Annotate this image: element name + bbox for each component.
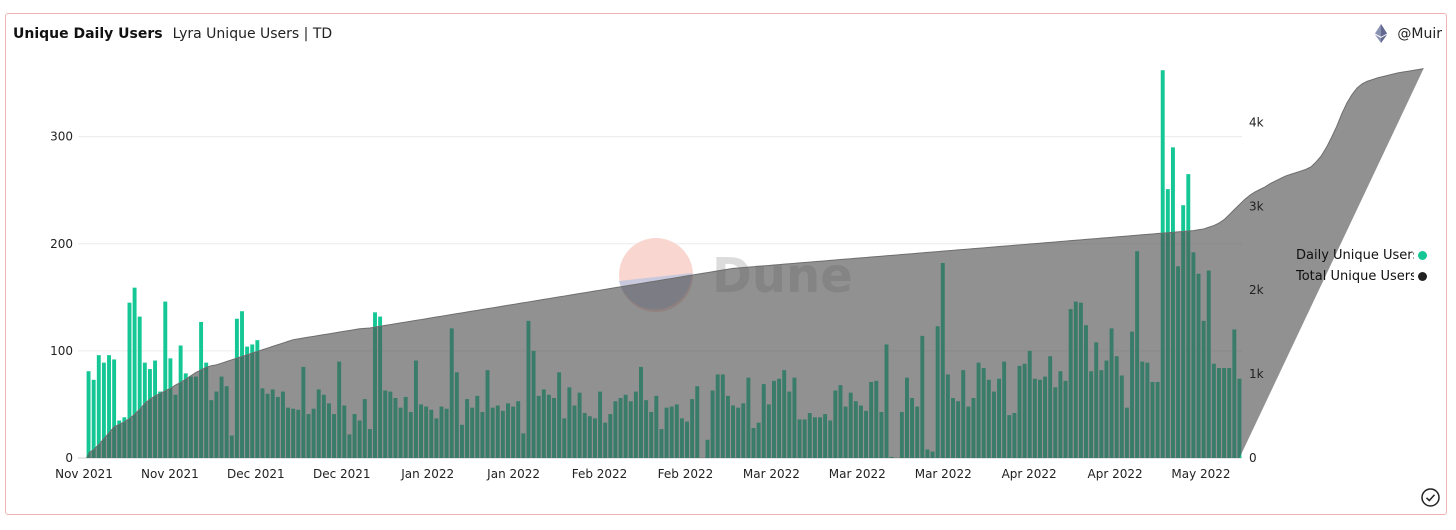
chart-card — [5, 13, 1447, 515]
x-tick-label: Mar 2022 — [743, 467, 800, 481]
daily-bar[interactable] — [132, 287, 137, 458]
legend-dot-total — [1418, 272, 1427, 281]
x-tick-label: May 2022 — [1171, 467, 1230, 481]
daily-bar[interactable] — [163, 301, 168, 458]
daily-bar[interactable] — [91, 379, 96, 458]
author-name: @Muir — [1397, 25, 1442, 42]
y-right-tick-label: 4k — [1249, 115, 1264, 129]
legend-item-daily[interactable]: Daily Unique Users — [1296, 245, 1427, 266]
daily-bar[interactable] — [127, 302, 132, 458]
x-tick-label: Feb 2022 — [658, 467, 714, 481]
daily-bar[interactable] — [112, 359, 117, 458]
axes: 0 100 200 300 0 1k 2k 3k 4k Nov 2021 Nov 2021 Dec 2… — [50, 115, 1264, 481]
y-right-tick-label: 0 — [1249, 451, 1257, 465]
total-area-line[interactable] — [88, 68, 1424, 454]
y-left-tick-label: 100 — [50, 344, 73, 358]
x-tick-label: Jan 2022 — [400, 467, 454, 481]
chart-subtitle: Lyra Unique Users | TD — [172, 26, 333, 42]
total-area-fill — [86, 68, 1424, 459]
legend-dot-daily — [1418, 251, 1427, 260]
x-tick-label: Mar 2022 — [915, 467, 972, 481]
x-tick-label: Apr 2022 — [1088, 467, 1143, 481]
chart-title: Unique Daily Users — [13, 26, 163, 42]
x-tick-label: Apr 2022 — [1002, 467, 1057, 481]
y-right-tick-label: 3k — [1249, 199, 1264, 213]
daily-bar[interactable] — [107, 355, 111, 458]
y-right-tick-label: 1k — [1249, 367, 1264, 381]
daily-bar[interactable] — [137, 316, 142, 458]
x-tick-label: Jan 2022 — [486, 467, 540, 481]
legend-label-total: Total Unique Users — [1296, 269, 1414, 284]
chart-legend: Daily Unique Users Total Unique Users — [1296, 245, 1427, 287]
x-tick-label: Dec 2021 — [313, 467, 371, 481]
daily-bar[interactable] — [101, 362, 106, 458]
check-circle-icon[interactable] — [1421, 488, 1440, 507]
y-right-tick-label: 2k — [1249, 283, 1264, 297]
y-left-tick-label: 200 — [50, 237, 73, 251]
y-left-tick-label: 0 — [65, 451, 73, 465]
x-tick-label: Nov 2021 — [55, 467, 113, 481]
legend-item-total[interactable]: Total Unique Users — [1296, 266, 1427, 287]
x-tick-label: Dec 2021 — [227, 467, 285, 481]
x-tick-label: Feb 2022 — [572, 467, 628, 481]
ethereum-icon — [1375, 24, 1388, 43]
x-tick-label: Mar 2022 — [829, 467, 886, 481]
y-left-tick-label: 300 — [50, 130, 73, 144]
daily-bar[interactable] — [96, 355, 101, 458]
total-area — [86, 68, 1424, 459]
x-tick-label: Nov 2021 — [141, 467, 199, 481]
author-badge[interactable]: @Muir — [1375, 24, 1442, 43]
daily-bar[interactable] — [86, 371, 91, 458]
chart-header: Unique Daily Users Lyra Unique Users | T… — [13, 24, 332, 44]
legend-label-daily: Daily Unique Users — [1296, 248, 1414, 263]
